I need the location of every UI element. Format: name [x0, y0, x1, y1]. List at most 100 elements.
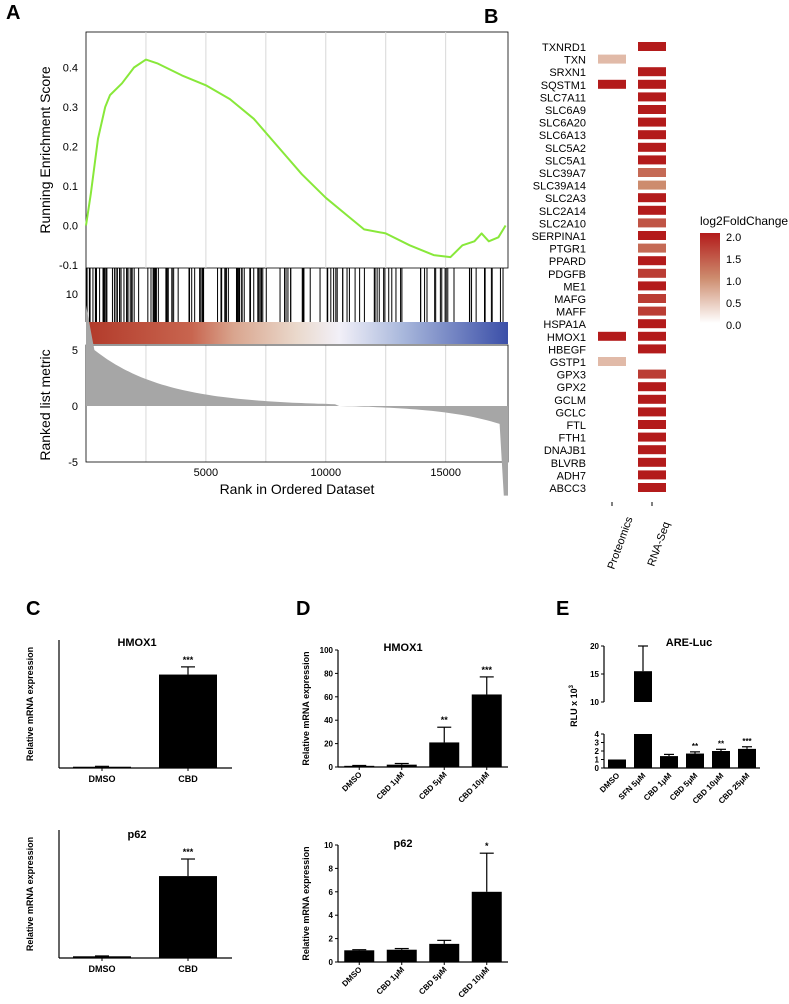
bar-category-label: CBD	[178, 774, 198, 784]
heatmap-cell-rnaseq	[638, 344, 666, 354]
bar-ytick-label: 4	[329, 911, 334, 920]
bar-ylabel: Relative mRNA expression	[301, 651, 311, 765]
bar-chart-C1: HMOX1 Relative mRNA expression DMSO *** CBD	[25, 637, 232, 784]
significance-label: **	[692, 742, 699, 751]
bar-chart-D1: 0 20 40 60 80 100 HMOX1 Relative mRNA expressio…	[301, 642, 508, 805]
gsea-ytick-label: 0.3	[63, 102, 78, 114]
heatmap-col-label-rnaseq: RNA-Seq	[646, 520, 673, 568]
heatmap-gene-label: PDGFB	[548, 269, 586, 281]
bar-category-label: CBD 5μM	[417, 965, 449, 997]
heatmap-legend-tick-label: 1.5	[726, 254, 741, 266]
bar	[344, 765, 375, 767]
heatmap-gene-label: SLC7A11	[540, 92, 586, 104]
heatmap-gene-label: SLC5A1	[545, 155, 586, 167]
bar	[686, 753, 704, 768]
bar-category-label: DMSO	[89, 774, 116, 784]
bar-category-label: DMSO	[340, 770, 363, 793]
bar-category-label: CBD 1μM	[375, 770, 407, 802]
significance-label: ***	[183, 655, 194, 665]
bar	[386, 949, 417, 962]
heatmap-cell-rnaseq	[638, 483, 666, 492]
heatmap-legend-tick-label: 0.5	[726, 298, 741, 310]
heatmap-legend-bar	[700, 233, 720, 323]
bar-ytick-label: 0	[329, 763, 334, 772]
heatmap-gene-label: SQSTM1	[541, 80, 586, 92]
bar	[429, 742, 460, 767]
heatmap-legend-tick-label: 0.0	[726, 320, 741, 332]
bar-category-label: CBD 5μM	[417, 770, 449, 802]
heatmap-gene-label: SLC5A2	[545, 143, 586, 155]
bar	[73, 766, 131, 768]
bar-ytick-label: 10	[324, 841, 333, 850]
heatmap-gene-label: FTH1	[559, 433, 587, 445]
heatmap-cell-rnaseq	[638, 155, 666, 165]
bar	[159, 674, 217, 768]
gsea-metric-ytick-label: 10	[66, 289, 78, 301]
heatmap-gene-label: MAFF	[556, 307, 586, 319]
heatmap-cell-rnaseq	[638, 231, 666, 240]
heatmap-gene-label: SLC2A3	[545, 193, 586, 205]
heatmap-cell-rnaseq	[638, 180, 666, 190]
bar-ytick-label: 3	[595, 739, 600, 748]
bar-ytick-label: 10	[590, 698, 599, 707]
panel-letter-d: D	[296, 598, 311, 620]
heatmap-cell-proteomics	[598, 357, 626, 366]
bar-ytick-label: 0	[329, 958, 334, 967]
gsea-ytick-label: 0.4	[63, 63, 78, 75]
heatmap-gene-label: GPX3	[557, 370, 586, 382]
heatmap-gene-label: GPX2	[557, 382, 586, 394]
heatmap-gene-label: ME1	[563, 281, 586, 293]
heatmap-cell-rnaseq	[638, 193, 666, 203]
heatmap-legend-tick-label: 1.0	[726, 276, 741, 288]
bar-ylabel: Relative mRNA expression	[25, 647, 35, 761]
heatmap-gene-label: GCLC	[555, 407, 586, 419]
bar-category-label: DMSO	[89, 964, 116, 974]
bar-ytick-label: 6	[329, 888, 334, 897]
bar-ytick-label: 4	[595, 730, 600, 739]
heatmap-cell-rnaseq	[638, 432, 666, 442]
bar-ytick-label: 2	[595, 747, 600, 756]
significance-label: **	[441, 715, 449, 725]
gsea-enrichment-line	[85, 58, 507, 259]
bar-ytick-label: 15	[590, 670, 599, 679]
heatmap-gene-label: HBEGF	[548, 344, 586, 356]
heatmap-gene-label: TXNRD1	[542, 42, 586, 54]
heatmap-gene-label: SLC39A7	[539, 168, 586, 180]
bar-ytick-label: 60	[324, 693, 333, 702]
bar-category-label: DMSO	[598, 771, 621, 794]
gsea-ranked-color-bar	[86, 322, 508, 344]
heatmap-col-label-proteomics: Proteomics	[606, 515, 636, 571]
gsea-ylabel: Running Enrichment Score	[37, 66, 53, 234]
heatmap-cell-rnaseq	[638, 42, 666, 51]
bar	[608, 759, 626, 768]
heatmap-cell-rnaseq	[638, 243, 666, 253]
significance-label: ***	[742, 737, 752, 746]
heatmap-cell-rnaseq	[638, 407, 666, 417]
heatmap-cell-rnaseq	[638, 92, 666, 102]
heatmap-cell-rnaseq	[638, 142, 666, 152]
gsea-ytick-label: -0.1	[59, 260, 78, 272]
panel-letter-b: B	[484, 6, 499, 28]
panel-letter-a: A	[6, 2, 21, 24]
gsea-metric-ytick-label: 5	[72, 345, 78, 357]
bar-chart-title: p62	[394, 838, 413, 850]
bar-category-label: CBD 1μM	[375, 965, 407, 997]
bar	[471, 891, 502, 962]
heatmap-cell-rnaseq	[638, 394, 666, 404]
bar-ylabel: RLU x 103	[569, 684, 579, 727]
heatmap-gene-label: ABCC3	[549, 483, 586, 495]
heatmap-legend-tick-label: 2.0	[726, 232, 741, 244]
heatmap-gene-label: BLVRB	[551, 458, 586, 470]
heatmap-cell-rnaseq	[638, 281, 666, 291]
heatmap-gene-label: TXN	[564, 55, 586, 67]
gsea-metric-ytick-label: -5	[68, 457, 78, 469]
heatmap-gene-label: SLC39A14	[533, 181, 586, 193]
heatmap-cell-rnaseq	[638, 445, 666, 455]
heatmap-cell-rnaseq	[638, 369, 666, 379]
heatmap-cell-rnaseq	[638, 130, 666, 140]
heatmap-gene-label: GSTP1	[550, 357, 586, 369]
gsea-xtick-label: 10000	[310, 467, 341, 479]
gsea-ytick-label: 0.0	[63, 221, 78, 233]
bar	[471, 694, 502, 767]
